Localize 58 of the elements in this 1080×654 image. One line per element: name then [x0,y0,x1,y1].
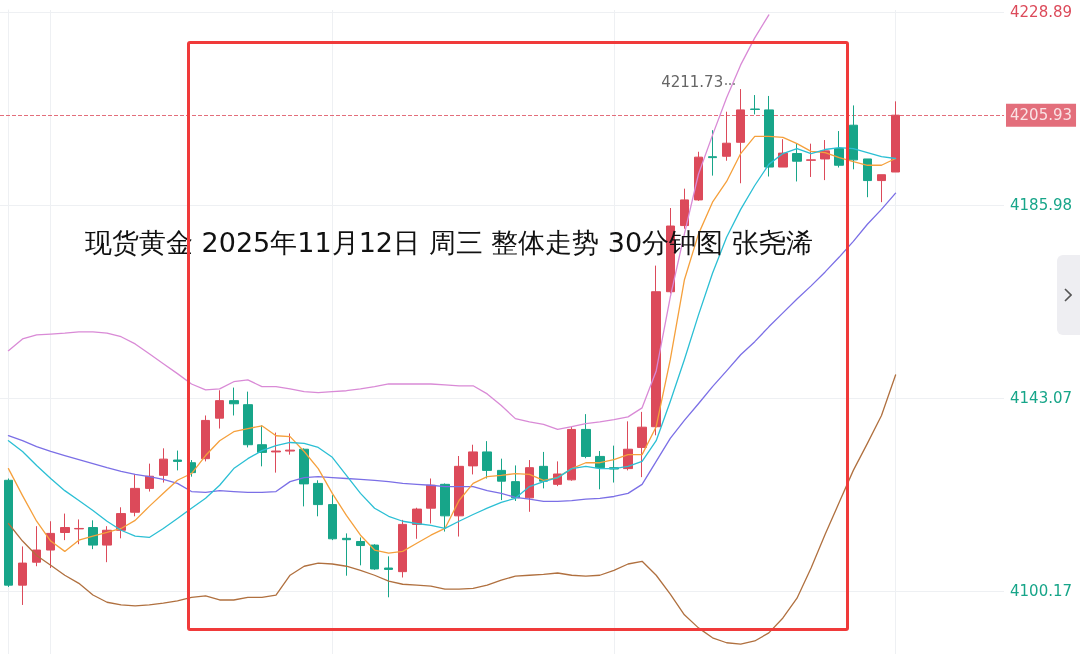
candlestick [60,513,70,541]
candlestick [750,94,760,115]
candlestick [567,426,576,482]
candlestick [482,440,492,479]
candlestick [877,174,886,203]
y-tick-label: 4143.07 [1010,389,1073,408]
candlestick [201,414,210,462]
candlestick [834,130,844,169]
candlestick [637,411,647,478]
candlestick [299,447,309,507]
candlestick [863,158,872,198]
candlestick [412,507,422,540]
candlestick [454,455,464,538]
candlestick [130,473,140,517]
candlestick [708,129,717,177]
candlestick [384,555,393,598]
candlestick [581,413,591,459]
candlestick [102,525,112,563]
candlestick [426,477,436,524]
annotation: 4211.73 [661,73,724,92]
line-series [7,192,897,503]
candlestick [806,143,816,178]
candlestick [370,543,379,571]
candlestick [539,451,548,489]
candlestick [497,458,506,501]
candlestick [215,389,224,430]
candlestick [398,519,407,578]
candlestick [18,545,27,606]
candlestick [313,479,323,517]
candlestick [849,104,858,170]
candlestick [271,432,281,474]
candlestick [468,444,478,475]
candlestick [764,95,774,178]
candlestick [74,518,84,545]
candlestick [159,447,168,484]
candlestick [46,520,55,569]
y-tick-label: 4185.98 [1010,195,1073,214]
candlestick [88,519,98,550]
y-tick-label: 4228.89 [1010,2,1073,21]
candlestick [173,450,182,471]
candlestick [342,532,351,577]
candlestick [440,482,450,533]
candlestick [778,138,788,168]
candlestick [651,265,661,436]
candlestick [680,188,689,230]
candlestick [792,142,802,182]
line-series [7,374,897,645]
candlestick [4,477,13,588]
candlestick [328,494,337,541]
candlestick [595,450,605,490]
candlestick [525,459,534,513]
candlestick [229,387,239,416]
candlestick [285,432,295,456]
candlestick [356,536,365,566]
ref-line-label: 4205.93 [1010,106,1073,125]
candlestick [243,391,253,448]
y-tick-label: 4100.17 [1010,582,1073,601]
candlestick [145,463,154,493]
